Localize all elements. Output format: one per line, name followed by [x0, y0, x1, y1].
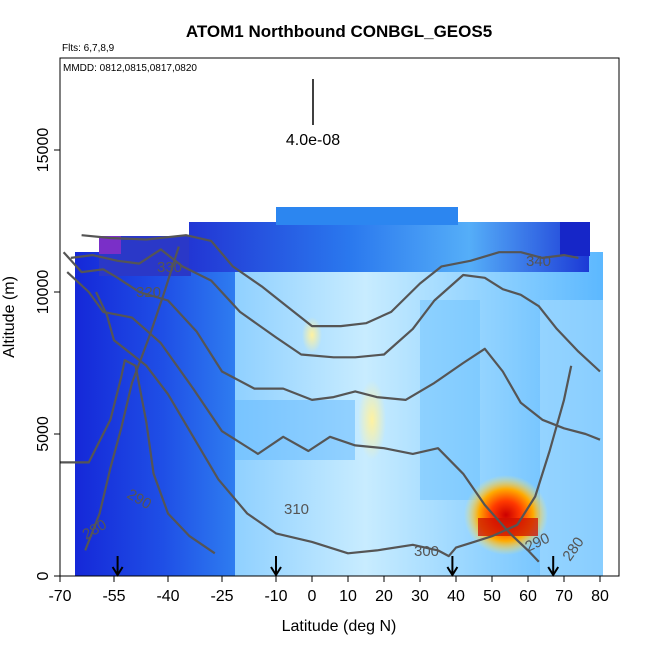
y-tick-label: 10000 — [35, 270, 52, 315]
scale-label: 4.0e-08 — [286, 132, 340, 149]
theta-contour-290 — [60, 359, 216, 555]
theta-contour-310 — [66, 271, 540, 563]
y-axis-label: Altitude (m) — [1, 276, 18, 358]
x-tick-label: -10 — [264, 588, 287, 605]
x-tick-label: 20 — [375, 588, 393, 605]
flight-arrow-head — [547, 566, 560, 577]
x-tick-label: 10 — [339, 588, 357, 605]
x-axis-label: Latitude (deg N) — [282, 618, 397, 635]
x-tick-label: 0 — [308, 588, 317, 605]
x-tick-label: 30 — [411, 588, 429, 605]
y-tick-label: 0 — [35, 571, 52, 580]
dates-label: MMDD: 0812,0815,0817,0820 — [63, 63, 197, 74]
flight-arrow-head — [111, 566, 124, 577]
chart-title: ATOM1 Northbound CONBGL_GEOS5 — [186, 22, 492, 41]
x-tick-label: -70 — [48, 588, 71, 605]
contour-label: 310 — [284, 501, 309, 518]
flight-arrow-head — [270, 566, 282, 577]
flight-arrows — [111, 556, 560, 577]
theta-contour-300 — [95, 291, 573, 558]
y-tick-label: 5000 — [35, 416, 52, 452]
flight-arrow-head — [446, 566, 459, 577]
contour-label: 340 — [526, 253, 551, 270]
plot-frame — [59, 57, 620, 577]
x-tick-label: 40 — [447, 588, 465, 605]
scale-bar: 4.0e-08 — [286, 79, 340, 149]
y-axis: 0 5000 10000 15000 — [35, 128, 60, 580]
x-tick-label: 70 — [555, 588, 573, 605]
x-tick-label: -25 — [210, 588, 233, 605]
x-tick-label: 60 — [519, 588, 537, 605]
x-tick-label: -55 — [102, 588, 125, 605]
flights-label: Flts: 6,7,8,9 — [62, 43, 115, 54]
theta-contour-330 — [70, 248, 601, 373]
contour-label: 330 — [157, 259, 182, 276]
contour-label: 320 — [136, 284, 161, 301]
contour-label: 300 — [414, 543, 439, 560]
y-tick-label: 15000 — [35, 128, 52, 173]
theta-contour-320 — [62, 251, 601, 441]
x-tick-label: 80 — [591, 588, 609, 605]
x-tick-label: -40 — [156, 588, 179, 605]
x-axis: -70 -55 -40 -25 -10 0 10 20 30 40 50 60 70 80 — [48, 576, 609, 605]
heatmap-field — [75, 207, 603, 576]
theta-contours — [60, 234, 601, 563]
theta-contour-340 — [81, 234, 579, 328]
x-tick-label: 50 — [483, 588, 501, 605]
